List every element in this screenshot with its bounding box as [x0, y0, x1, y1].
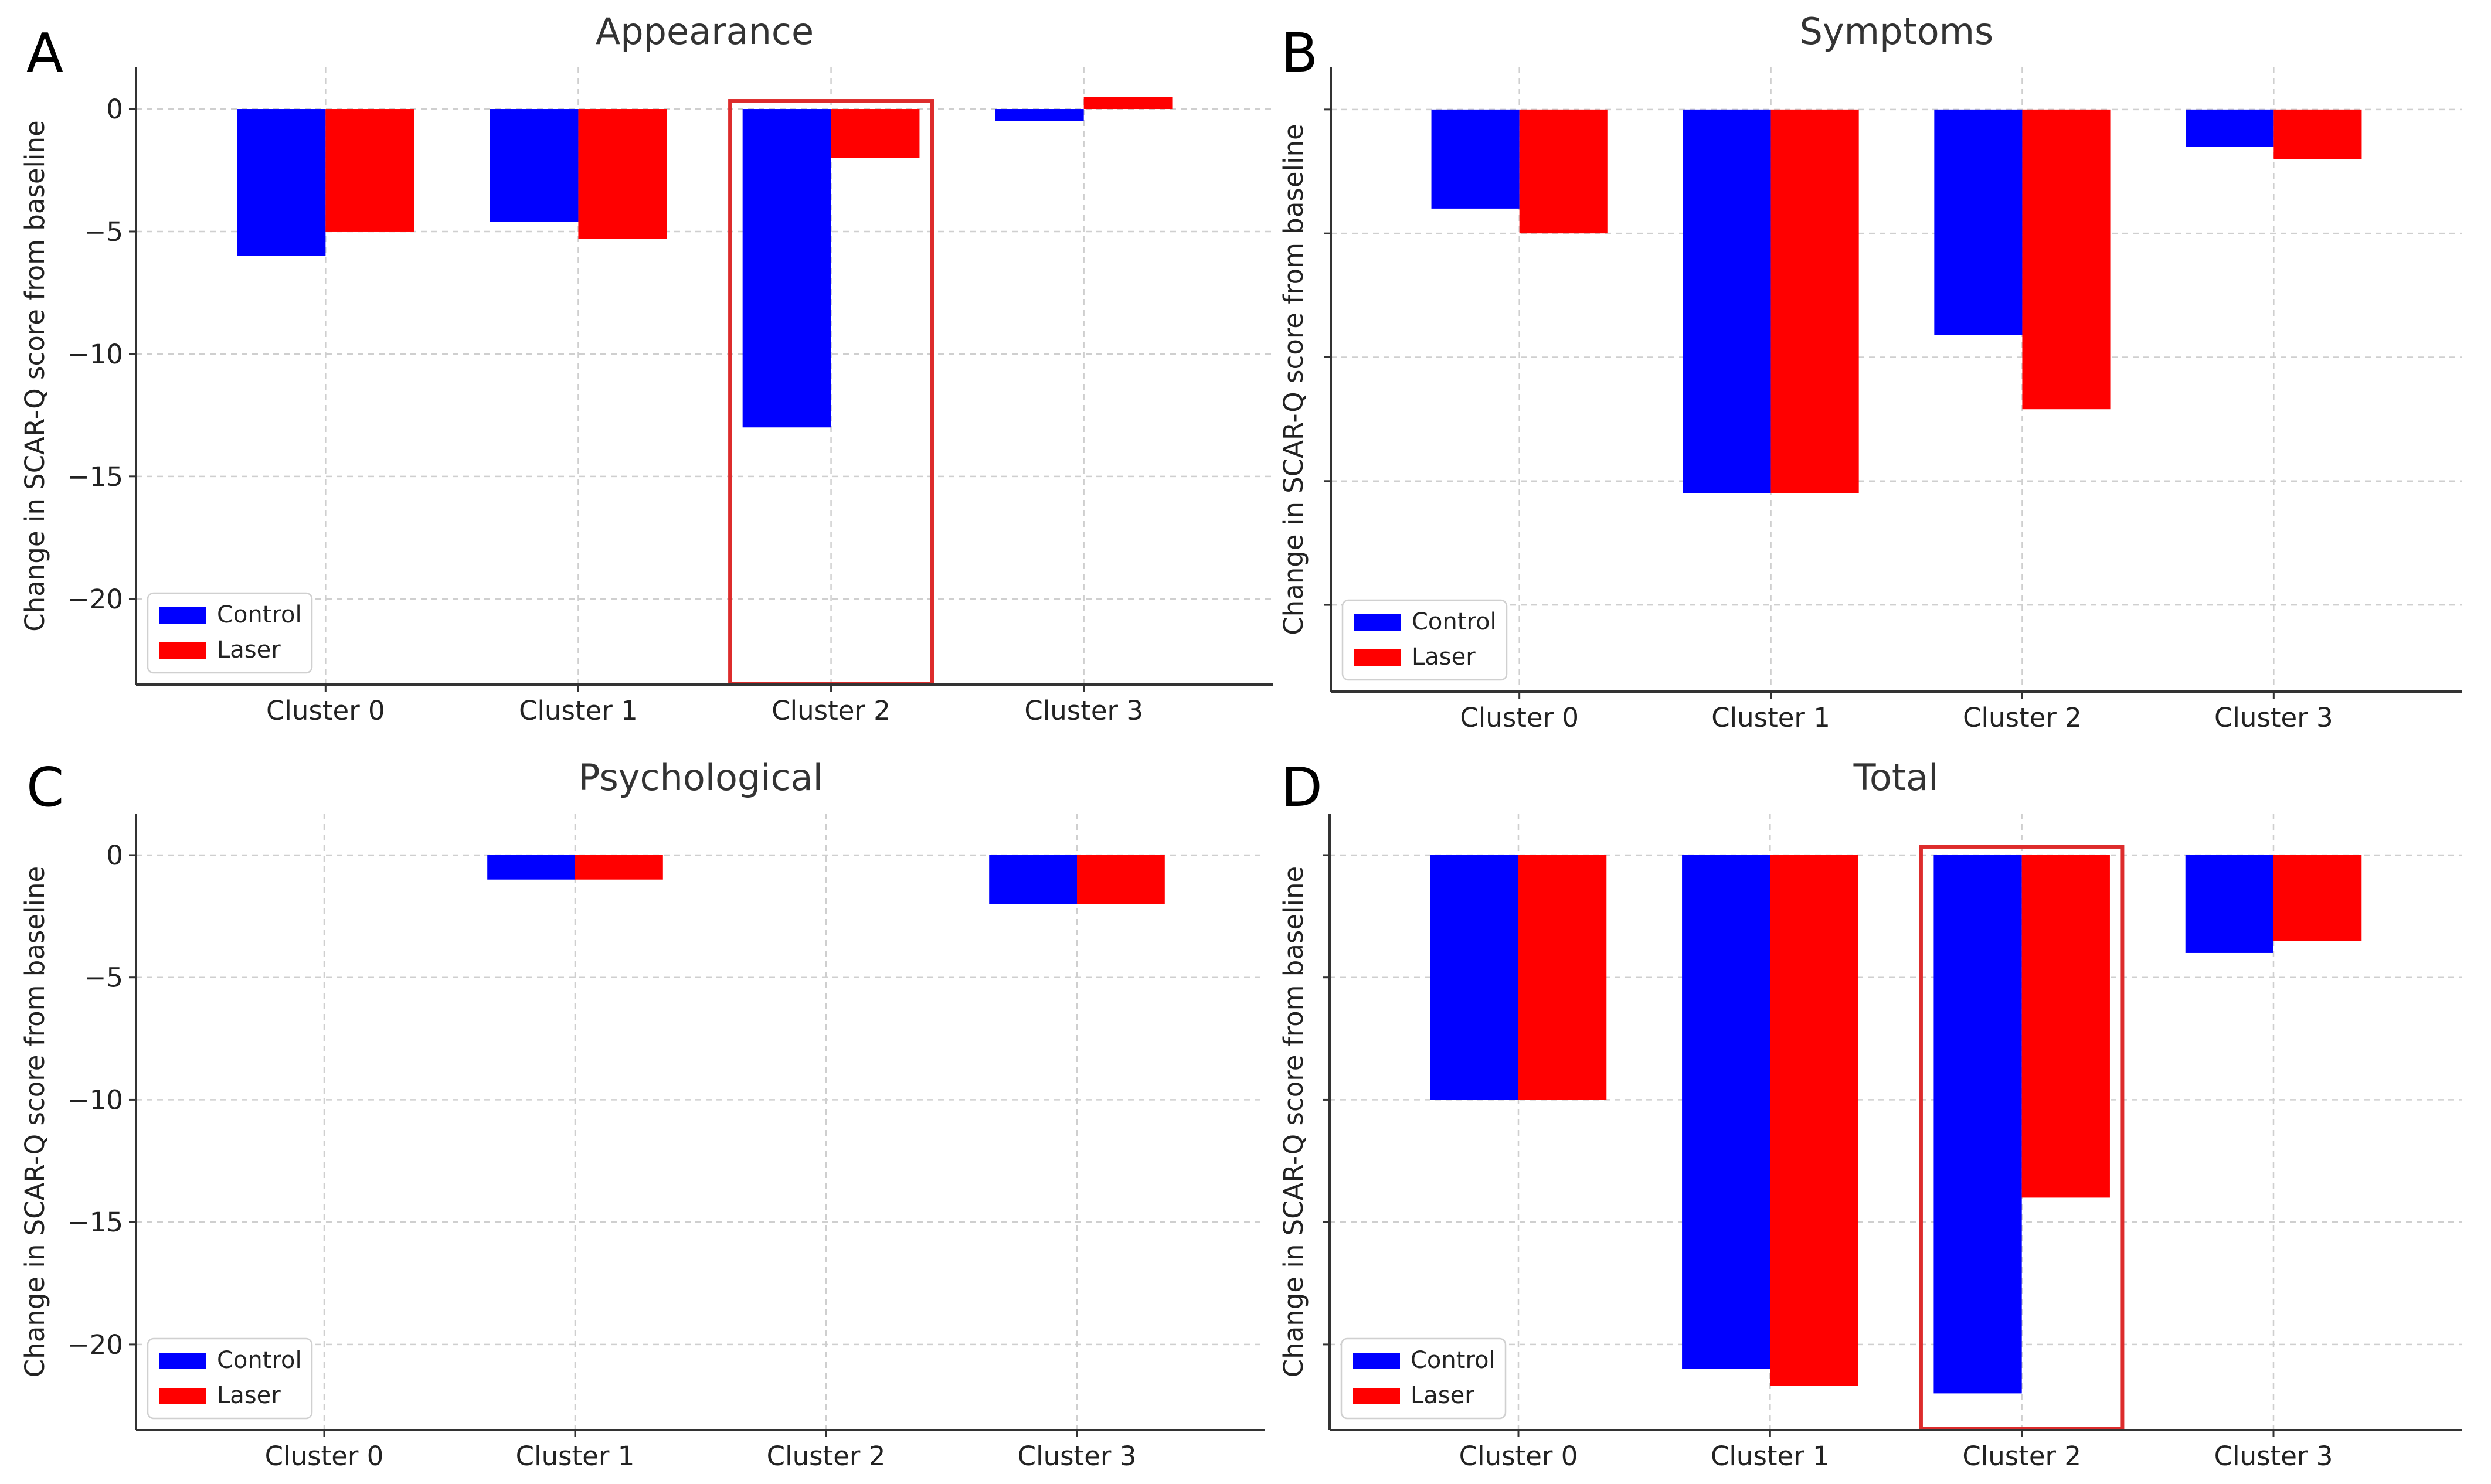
bar-laser-cluster-3 [2273, 855, 2362, 941]
bar-laser-cluster-0 [1518, 855, 1607, 1100]
legend: Control Laser [1340, 1337, 1507, 1420]
x-tick-label: Cluster 3 [2214, 702, 2333, 733]
x-tick-label: Cluster 3 [1018, 1441, 1137, 1472]
x-tick-label: Cluster 2 [1963, 702, 2082, 733]
x-tick-label: Cluster 1 [516, 1441, 635, 1472]
x-tick-label: Cluster 1 [519, 695, 638, 726]
x-tick-label: Cluster 0 [1459, 1441, 1578, 1472]
x-tick-label: Cluster 0 [265, 1441, 384, 1472]
legend-label-control: Control [217, 1347, 302, 1374]
bar-control-cluster-2 [1934, 109, 2023, 335]
bar-laser-cluster-0 [325, 109, 414, 232]
legend-swatch-laser [1354, 649, 1401, 666]
legend-label-laser: Laser [1412, 644, 1476, 670]
bar-control-cluster-1 [1683, 109, 1771, 493]
bar-laser-cluster-2 [2021, 855, 2110, 1198]
panel-letter: B [1281, 22, 1318, 84]
panel-a: A Appearance 0 −5 −10 −15 −20 Cluster 0 Cluster … [19, 10, 1273, 726]
y-tick-label: 0 [106, 94, 123, 125]
panel-title: Symptoms [1800, 10, 1994, 53]
y-tick-label: −20 [67, 584, 123, 615]
bar-laser-cluster-3 [1077, 855, 1165, 904]
legend-label-control: Control [217, 601, 302, 628]
y-tick-label: −10 [67, 1084, 123, 1115]
legend-swatch-laser [159, 1388, 206, 1404]
panel-d: D Total Cluster 0 Cluster 1 Cluster 2 Cluster… [1278, 756, 2462, 1472]
panel-title: Appearance [596, 10, 814, 53]
x-tick-label: Cluster 3 [1024, 695, 1143, 726]
panel-b: B Symptoms Cluster 0 Cluster 1 Cluster 2 Clus… [1278, 10, 2462, 733]
bar-control-cluster-3 [2185, 855, 2273, 953]
x-tick-label: Cluster 1 [1711, 702, 1830, 733]
y-tick-label: −5 [84, 216, 123, 247]
legend-swatch-control [1354, 614, 1401, 631]
y-axis-title: Change in SCAR-Q score from baseline [1278, 866, 1309, 1377]
panel-title: Total [1853, 756, 1939, 799]
bar-control-cluster-3 [2186, 109, 2274, 147]
bar-laser-cluster-2 [831, 109, 920, 158]
bar-control-cluster-0 [1431, 109, 1520, 209]
legend-label-laser: Laser [217, 1382, 281, 1409]
legend: Control Laser [147, 1337, 313, 1420]
bar-control-cluster-0 [1430, 855, 1518, 1100]
x-tick-label: Cluster 2 [767, 1441, 886, 1472]
legend-swatch-laser [1353, 1388, 1400, 1404]
x-tick-label: Cluster 2 [1962, 1441, 2081, 1472]
bar-laser-cluster-1 [575, 855, 663, 880]
bar-laser-cluster-1 [1770, 855, 1858, 1386]
y-tick-label: −15 [67, 1207, 123, 1238]
bar-laser-cluster-1 [1770, 109, 1859, 493]
panel-letter: D [1281, 756, 1323, 819]
legend-label-laser: Laser [1411, 1382, 1474, 1409]
y-tick-label: −5 [84, 962, 123, 993]
legend: Control Laser [147, 592, 313, 674]
legend-label-laser: Laser [217, 637, 281, 663]
x-tick-label: Cluster 0 [266, 695, 385, 726]
legend-swatch-control [159, 1353, 206, 1369]
bar-control-cluster-2 [742, 109, 831, 428]
y-axis-title: Change in SCAR-Q score from baseline [19, 120, 50, 631]
bar-control-cluster-0 [237, 109, 326, 256]
y-tick-label: 0 [106, 840, 123, 871]
legend-swatch-laser [159, 642, 206, 659]
bar-control-cluster-3 [995, 109, 1084, 121]
x-tick-label: Cluster 1 [1711, 1441, 1830, 1472]
legend-swatch-control [159, 607, 206, 624]
legend: Control Laser [1341, 599, 1508, 681]
bar-laser-cluster-3 [1083, 97, 1173, 110]
y-tick-label: −15 [67, 461, 123, 492]
bar-laser-cluster-3 [2273, 109, 2362, 159]
legend-label-control: Control [1412, 608, 1497, 635]
y-tick-label: −20 [67, 1329, 123, 1360]
y-tick-label: −10 [67, 339, 123, 370]
panel-title: Psychological [578, 756, 823, 799]
x-tick-label: Cluster 2 [772, 695, 891, 726]
bar-laser-cluster-0 [1519, 109, 1608, 234]
x-tick-label: Cluster 0 [1460, 702, 1579, 733]
y-axis-title: Change in SCAR-Q score from baseline [1278, 124, 1309, 635]
panel-letter: A [26, 22, 63, 84]
bar-control-cluster-3 [989, 855, 1077, 904]
bar-control-cluster-2 [1933, 855, 2022, 1394]
panel-letter: C [26, 756, 64, 819]
x-tick-label: Cluster 3 [2214, 1441, 2333, 1472]
panel-c: C Psychological 0 −5 −10 −15 −20 Cluster 0 Clust… [19, 756, 1265, 1472]
bar-control-cluster-1 [1682, 855, 1770, 1369]
bar-control-cluster-1 [487, 855, 575, 880]
legend-swatch-control [1353, 1353, 1400, 1369]
y-axis-title: Change in SCAR-Q score from baseline [19, 866, 50, 1377]
legend-label-control: Control [1411, 1347, 1496, 1374]
bar-control-cluster-1 [490, 109, 579, 222]
bar-laser-cluster-2 [2022, 109, 2111, 410]
bar-laser-cluster-1 [578, 109, 667, 239]
